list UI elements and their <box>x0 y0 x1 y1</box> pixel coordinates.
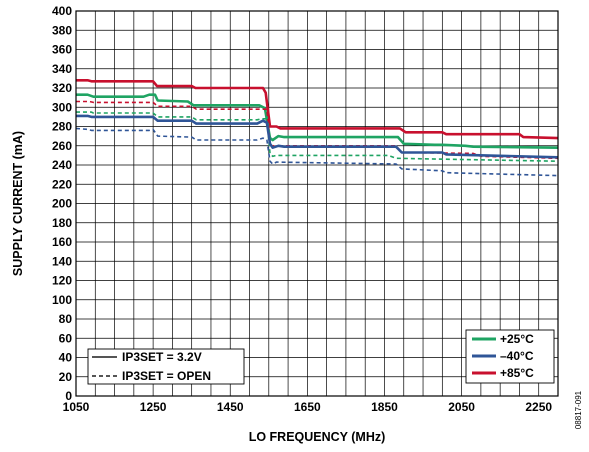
y-tick-label: 200 <box>52 197 72 211</box>
series-line <box>76 114 559 159</box>
x-tick-labels: 1050 1250 1450 1650 1850 2050 2250 <box>63 400 553 414</box>
y-axis-label: SUPPLY CURRENT (mA) <box>11 131 25 276</box>
y-tick-label: 380 <box>52 23 72 37</box>
legend-dashed-label: IP3SET = OPEN <box>122 369 211 383</box>
y-tick-label: 260 <box>52 139 72 153</box>
y-tick-label: 140 <box>52 254 72 268</box>
y-tick-label: 40 <box>59 351 73 365</box>
x-tick-label: 2250 <box>525 400 552 414</box>
series-line <box>75 127 559 177</box>
y-tick-label: 220 <box>52 177 72 191</box>
y-tick-label: 400 <box>52 4 72 18</box>
x-tick-label: 1650 <box>294 400 321 414</box>
y-tick-label: 280 <box>52 120 72 134</box>
legend-style: IP3SET = 3.2V IP3SET = OPEN <box>87 348 245 385</box>
legend-25c-label: +25°C <box>500 332 534 346</box>
x-axis-label: LO FREQUENCY (MHz) <box>249 430 386 444</box>
series-lines <box>75 79 559 177</box>
plot-frame <box>75 10 559 397</box>
y-tick-label: 160 <box>52 235 72 249</box>
y-tick-label: 360 <box>52 43 72 57</box>
figure-code: 08817-091 <box>574 390 583 429</box>
y-tick-label: 240 <box>52 158 72 172</box>
x-tick-label: 1050 <box>63 400 90 414</box>
y-tick-label: 180 <box>52 216 72 230</box>
y-tick-label: 120 <box>52 274 72 288</box>
y-tick-label: 60 <box>59 331 73 345</box>
y-tick-label: 300 <box>52 100 72 114</box>
y-tick-label: 20 <box>59 370 73 384</box>
y-tick-label: 340 <box>52 62 72 76</box>
legend-minus40c-label: –40°C <box>500 349 534 363</box>
y-tick-label: 100 <box>52 293 72 307</box>
y-tick-label: 320 <box>52 81 72 95</box>
legend-solid-label: IP3SET = 3.2V <box>122 350 202 364</box>
y-tick-labels: 0 20 40 60 80 100 120 140 160 180 200 220 240 260 280 3… <box>52 4 72 403</box>
legend-85c-label: +85°C <box>500 366 534 380</box>
y-tick-label: 80 <box>59 312 73 326</box>
x-tick-label: 2050 <box>448 400 475 414</box>
series-line <box>76 111 559 162</box>
legend-style-box <box>87 348 245 385</box>
series-line <box>76 79 559 140</box>
x-tick-label: 1250 <box>140 400 167 414</box>
legend-temperature: +25°C –40°C +85°C <box>465 329 555 384</box>
x-tick-label: 1450 <box>217 400 244 414</box>
x-tick-label: 1850 <box>371 400 398 414</box>
y-tick-label: 0 <box>65 389 72 403</box>
